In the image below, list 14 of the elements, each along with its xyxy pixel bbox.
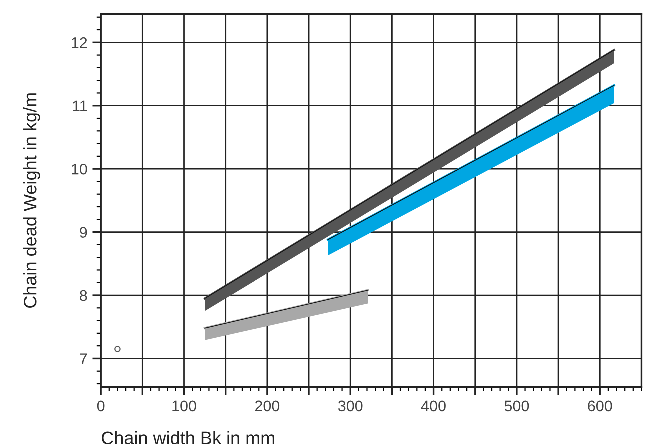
y-tick-label: 8: [80, 290, 88, 302]
x-tick-label: 200: [255, 400, 280, 412]
y-tick-label: 12: [72, 38, 88, 48]
y-tick-label: 10: [72, 164, 88, 175]
x-tick-label: 500: [504, 400, 530, 412]
y-axis-title: Chain dead Weight in kg/m: [24, 94, 40, 308]
y-tick-label: 11: [73, 100, 88, 112]
x-tick-label: 100: [172, 400, 196, 412]
y-tick-label: 7: [80, 354, 88, 364]
x-tick-label: 400: [421, 400, 446, 412]
x-tick-label: 0: [97, 400, 105, 412]
x-tick-label: 600: [588, 400, 612, 412]
x-tick-label: 300: [338, 400, 363, 412]
y-tick-label: 9: [80, 227, 88, 238]
